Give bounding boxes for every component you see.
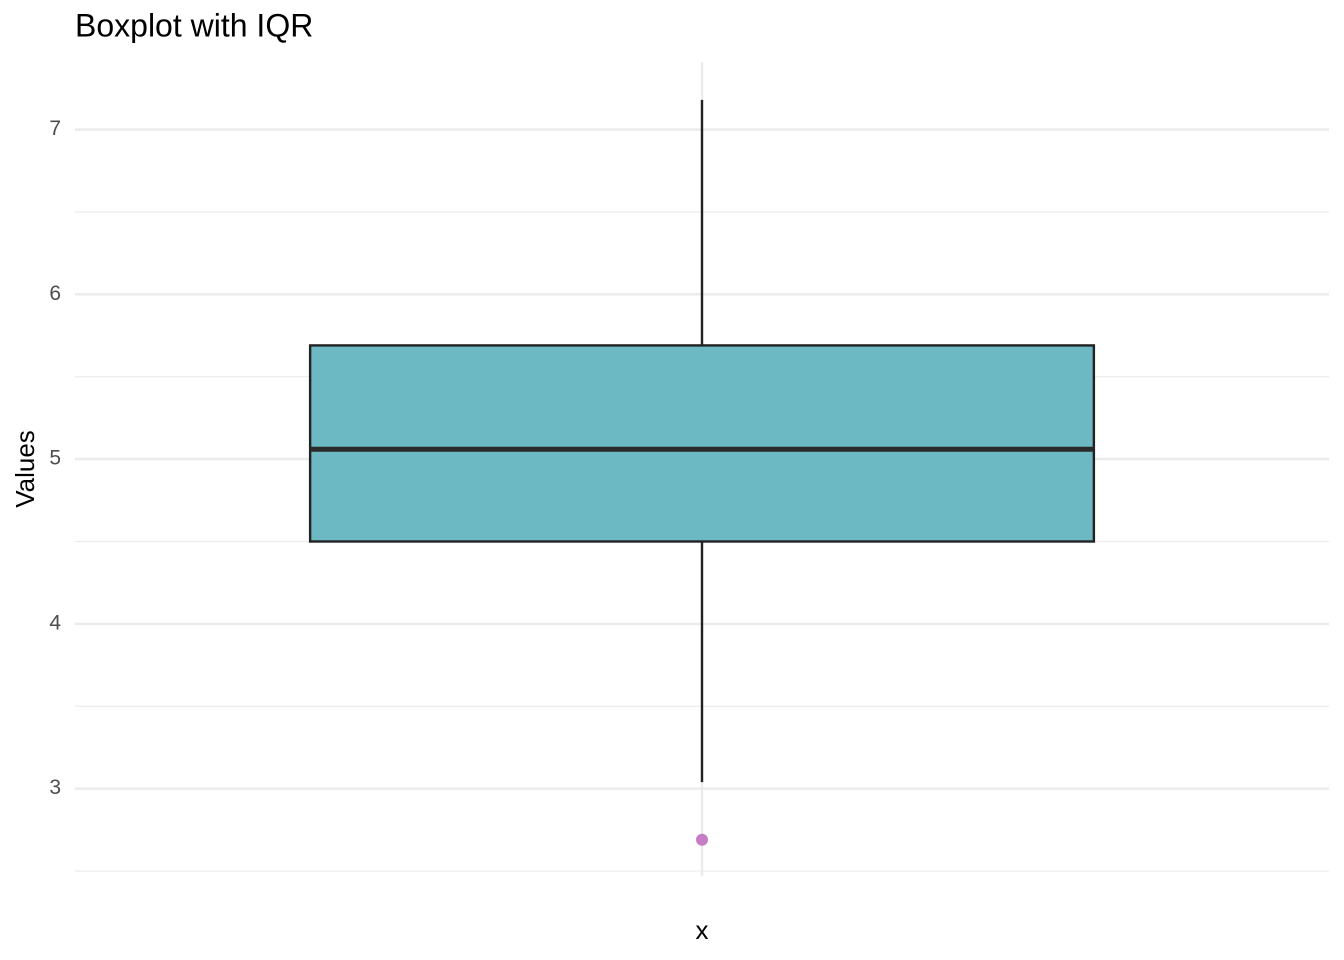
chart-title: Boxplot with IQR <box>75 7 313 43</box>
y-tick-label: 6 <box>49 282 61 305</box>
box <box>308 344 1096 543</box>
y-axis-title: Values <box>10 430 40 508</box>
y-tick-label: 3 <box>49 776 61 799</box>
y-tick-label: 4 <box>49 611 61 634</box>
x-axis-title: x <box>696 915 709 945</box>
outlier <box>696 833 708 846</box>
y-tick-label: 5 <box>49 447 61 470</box>
y-tick-label: 7 <box>49 117 61 140</box>
